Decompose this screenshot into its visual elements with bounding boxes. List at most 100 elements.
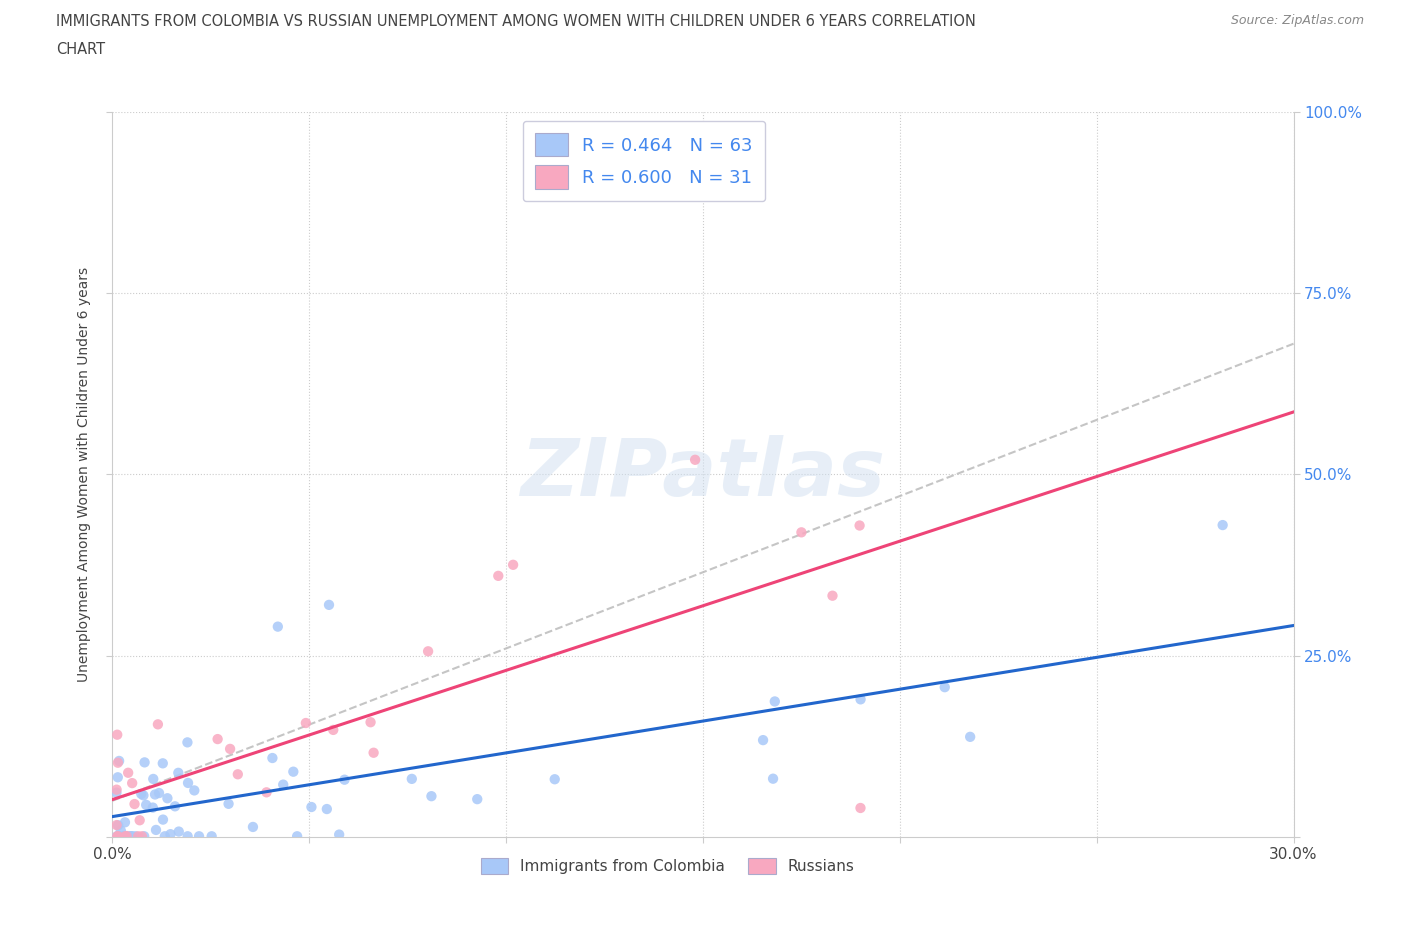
Point <box>129 787 152 802</box>
Point <box>226 767 249 782</box>
Point <box>420 789 443 804</box>
Point <box>283 764 305 779</box>
Point <box>762 771 785 786</box>
Point <box>128 813 150 828</box>
Text: Source: ZipAtlas.com: Source: ZipAtlas.com <box>1230 14 1364 27</box>
Point <box>360 715 382 730</box>
Point <box>124 829 146 844</box>
Y-axis label: Unemployment Among Women with Children Under 6 years: Unemployment Among Women with Children U… <box>77 267 91 682</box>
Point <box>148 786 170 801</box>
Point <box>127 829 149 844</box>
Point <box>176 735 198 750</box>
Point <box>105 782 128 797</box>
Point <box>152 756 174 771</box>
Point <box>163 799 186 814</box>
Point <box>934 680 956 695</box>
Point <box>167 765 190 780</box>
Point <box>219 741 242 756</box>
Point <box>752 733 775 748</box>
Point <box>135 797 157 812</box>
Point <box>401 771 423 786</box>
Point <box>134 829 156 844</box>
Point <box>848 518 870 533</box>
Point <box>121 776 143 790</box>
Point <box>107 755 129 770</box>
Point <box>134 755 156 770</box>
Point <box>124 797 146 812</box>
Point <box>207 732 229 747</box>
Point <box>105 829 128 844</box>
Point <box>120 829 142 844</box>
Point <box>301 800 323 815</box>
Point <box>105 727 128 742</box>
Point <box>105 829 128 844</box>
Point <box>108 753 131 768</box>
Point <box>143 787 166 802</box>
Point <box>271 777 294 792</box>
Point <box>544 772 567 787</box>
Point <box>145 822 167 837</box>
Text: CHART: CHART <box>56 42 105 57</box>
Point <box>849 801 872 816</box>
Point <box>110 823 132 838</box>
Point <box>114 815 136 830</box>
Point <box>416 644 439 658</box>
Point <box>146 717 169 732</box>
Point <box>201 829 224 844</box>
Point <box>167 824 190 839</box>
Point <box>105 785 128 800</box>
Point <box>115 829 138 844</box>
Point <box>790 525 813 539</box>
Point <box>152 812 174 827</box>
Point <box>114 829 136 844</box>
Point <box>176 829 198 844</box>
Point <box>683 452 706 467</box>
Point <box>1212 518 1234 533</box>
Point <box>262 751 284 765</box>
Point <box>114 829 136 844</box>
Point <box>142 800 165 815</box>
Point <box>849 692 872 707</box>
Point <box>363 745 385 760</box>
Point <box>107 829 129 844</box>
Point <box>333 772 356 787</box>
Point <box>115 829 138 844</box>
Point <box>242 819 264 834</box>
Point <box>959 729 981 744</box>
Text: ZIPatlas: ZIPatlas <box>520 435 886 513</box>
Point <box>465 791 488 806</box>
Point <box>295 715 318 730</box>
Point <box>142 772 165 787</box>
Point <box>502 557 524 572</box>
Point <box>328 827 350 842</box>
Point <box>267 619 290 634</box>
Point <box>322 723 344 737</box>
Point <box>121 829 143 844</box>
Point <box>285 829 308 844</box>
Point <box>159 827 181 842</box>
Point <box>107 829 129 844</box>
Point <box>763 694 786 709</box>
Point <box>156 790 179 805</box>
Point <box>107 770 129 785</box>
Point <box>107 829 129 844</box>
Point <box>153 829 176 844</box>
Point <box>183 783 205 798</box>
Point <box>486 568 509 583</box>
Point <box>177 776 200 790</box>
Point <box>131 829 153 844</box>
Point <box>318 597 340 612</box>
Point <box>112 829 135 844</box>
Legend: Immigrants from Colombia, Russians: Immigrants from Colombia, Russians <box>474 852 860 880</box>
Point <box>107 817 129 832</box>
Point <box>256 785 278 800</box>
Point <box>117 765 139 780</box>
Point <box>218 796 240 811</box>
Text: IMMIGRANTS FROM COLOMBIA VS RUSSIAN UNEMPLOYMENT AMONG WOMEN WITH CHILDREN UNDER: IMMIGRANTS FROM COLOMBIA VS RUSSIAN UNEM… <box>56 14 976 29</box>
Point <box>188 829 211 844</box>
Point <box>821 589 844 604</box>
Point <box>132 788 155 803</box>
Point <box>120 829 142 844</box>
Point <box>105 817 128 832</box>
Point <box>315 802 337 817</box>
